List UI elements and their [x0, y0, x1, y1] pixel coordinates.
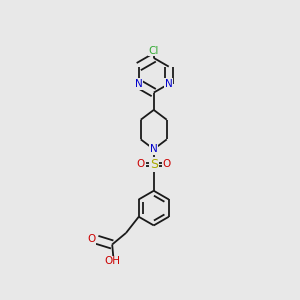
Text: OH: OH: [104, 256, 120, 266]
Text: Cl: Cl: [148, 46, 159, 56]
Text: N: N: [165, 79, 172, 89]
Text: N: N: [135, 79, 142, 89]
Text: O: O: [163, 159, 171, 169]
Text: S: S: [150, 158, 158, 171]
Text: O: O: [136, 159, 145, 169]
Text: N: N: [150, 144, 158, 154]
Text: O: O: [87, 234, 95, 244]
